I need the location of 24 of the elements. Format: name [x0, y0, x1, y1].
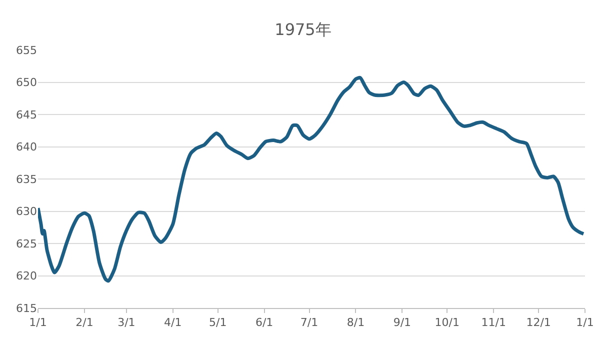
x-tick-label: 8/1	[346, 316, 365, 330]
y-tick-label: 630	[16, 205, 37, 218]
y-tick-label: 655	[16, 44, 37, 57]
x-tick-label: 12/1	[526, 316, 551, 330]
x-tick-label: 6/1	[255, 316, 274, 330]
chart-title: 1975年	[274, 20, 332, 40]
x-tick-label: 10/1	[434, 316, 460, 330]
y-tick-label: 615	[16, 302, 37, 315]
y-tick-label: 640	[16, 140, 37, 154]
x-tick-label: 3/1	[118, 316, 136, 330]
y-tick-label: 620	[16, 270, 37, 283]
x-tick-label: 5/1	[208, 316, 227, 330]
y-tick-label: 625	[16, 237, 37, 250]
x-tick-label: 1/1	[29, 316, 47, 330]
line-series	[38, 76, 585, 283]
x-tick-label: 2/1	[76, 316, 94, 330]
y-tick-label: 635	[16, 172, 37, 186]
y-tick-label: 650	[16, 76, 37, 90]
x-tick-label: 4/1	[164, 316, 182, 330]
x-tick-label: 7/1	[300, 316, 318, 330]
x-tick-label: 11/1	[481, 316, 506, 330]
x-tick-label: 1/1	[576, 316, 594, 330]
x-tick-label: 9/1	[393, 316, 412, 330]
y-tick-label: 645	[16, 108, 37, 122]
